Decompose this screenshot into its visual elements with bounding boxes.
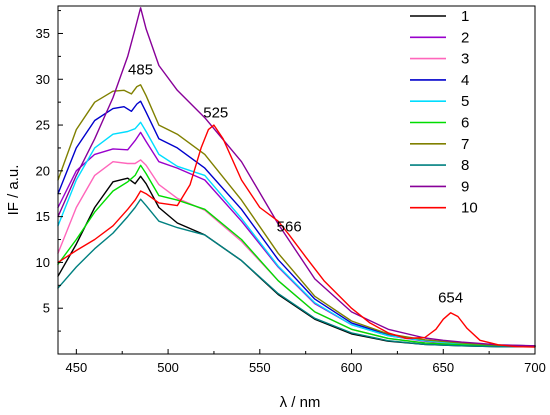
legend-label: 2: [461, 29, 469, 46]
y-tick-label: 15: [36, 209, 50, 224]
series-line-10: [57, 124, 536, 348]
plot-frame: [57, 5, 536, 355]
plot-area: [57, 7, 536, 348]
legend-label: 9: [461, 178, 469, 195]
series-line-8: [57, 198, 536, 348]
x-tick-label: 600: [341, 360, 363, 375]
y-tick-label: 35: [36, 26, 50, 41]
legend-label: 4: [461, 72, 469, 89]
y-tick-label: 5: [43, 301, 50, 316]
y-tick-label: 30: [36, 72, 50, 87]
x-tick-label: 700: [524, 360, 546, 375]
legend-label: 10: [461, 200, 478, 217]
peak-label: 654: [438, 290, 463, 307]
peak-label: 566: [277, 218, 302, 235]
y-tick-label: 10: [36, 255, 50, 270]
legend: 1 2 3 4 5 6 7 8 9 10: [410, 8, 478, 217]
x-tick-label: 550: [249, 360, 271, 375]
y-axis-label: IF / a.u.: [5, 165, 22, 216]
peak-annotations: 485 525 566 654: [128, 62, 463, 307]
peak-label: 485: [128, 62, 153, 79]
y-tick-label: 20: [36, 163, 50, 178]
x-tick-label: 450: [65, 360, 87, 375]
x-tick-label: 650: [432, 360, 454, 375]
legend-label: 1: [461, 8, 469, 25]
x-axis-label: λ / nm: [280, 394, 321, 411]
legend-label: 7: [461, 136, 469, 153]
y-tick-label: 25: [36, 118, 50, 133]
legend-label: 3: [461, 51, 469, 68]
series-line-6: [57, 164, 536, 347]
series-line-5: [57, 121, 536, 347]
legend-label: 5: [461, 93, 469, 110]
x-tick-label: 500: [157, 360, 179, 375]
peak-label: 525: [203, 105, 228, 122]
series-line-9: [57, 7, 536, 347]
legend-label: 8: [461, 157, 469, 174]
legend-label: 6: [461, 115, 469, 132]
